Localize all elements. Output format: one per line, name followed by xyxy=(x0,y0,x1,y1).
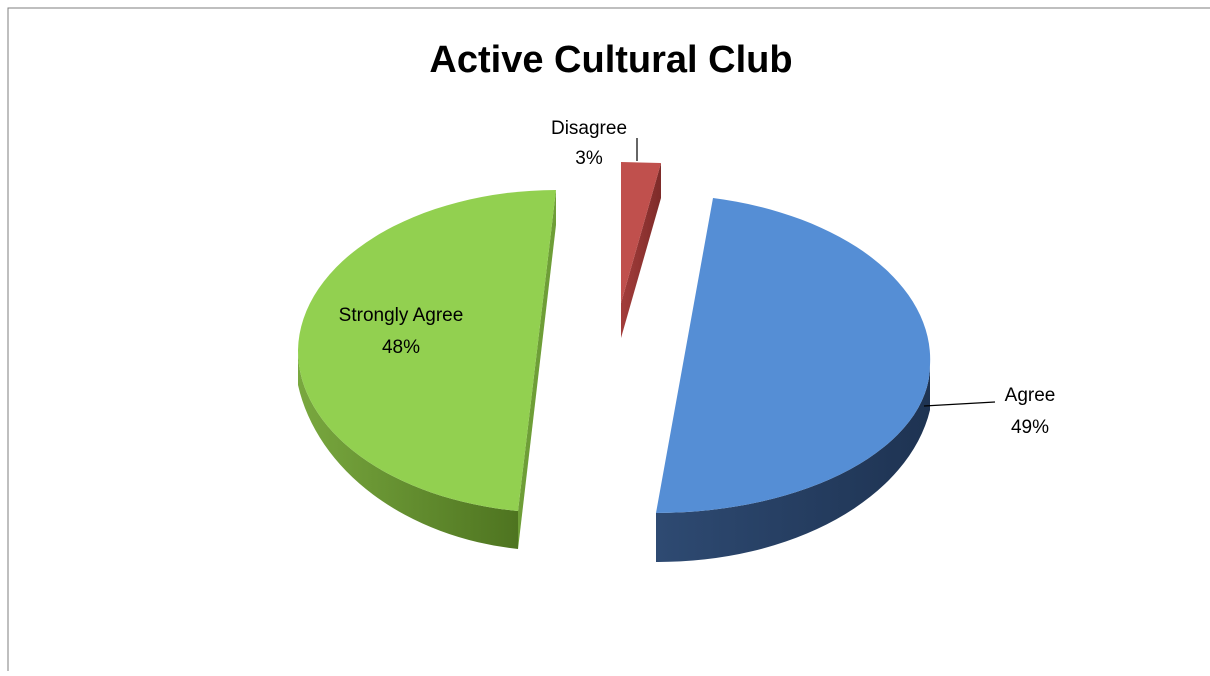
label-disagree-name: Disagree xyxy=(551,118,627,139)
label-strongly-agree-name: Strongly Agree xyxy=(339,305,464,326)
slice-agree-side xyxy=(656,365,931,563)
slice-disagree-top xyxy=(621,162,661,303)
label-disagree-pct: 3% xyxy=(575,148,603,169)
slice-disagree-side xyxy=(621,163,661,338)
slice-strongly-agree-top xyxy=(297,190,556,511)
chart-title: Active Cultural Club xyxy=(429,39,792,81)
slice-agree-top xyxy=(656,198,931,513)
slice-strongly-agree-side xyxy=(297,350,518,549)
chart-border xyxy=(7,7,1210,671)
leader-line-agree xyxy=(923,401,996,407)
label-agree-pct: 49% xyxy=(1011,417,1049,438)
slice-agree xyxy=(656,198,931,563)
slice-disagree xyxy=(621,162,661,338)
label-agree-name: Agree xyxy=(1005,385,1056,406)
slice-strongly-agree-edge xyxy=(518,190,556,549)
slice-strongly-agree xyxy=(297,190,556,549)
label-strongly-agree-pct: 48% xyxy=(382,337,420,358)
